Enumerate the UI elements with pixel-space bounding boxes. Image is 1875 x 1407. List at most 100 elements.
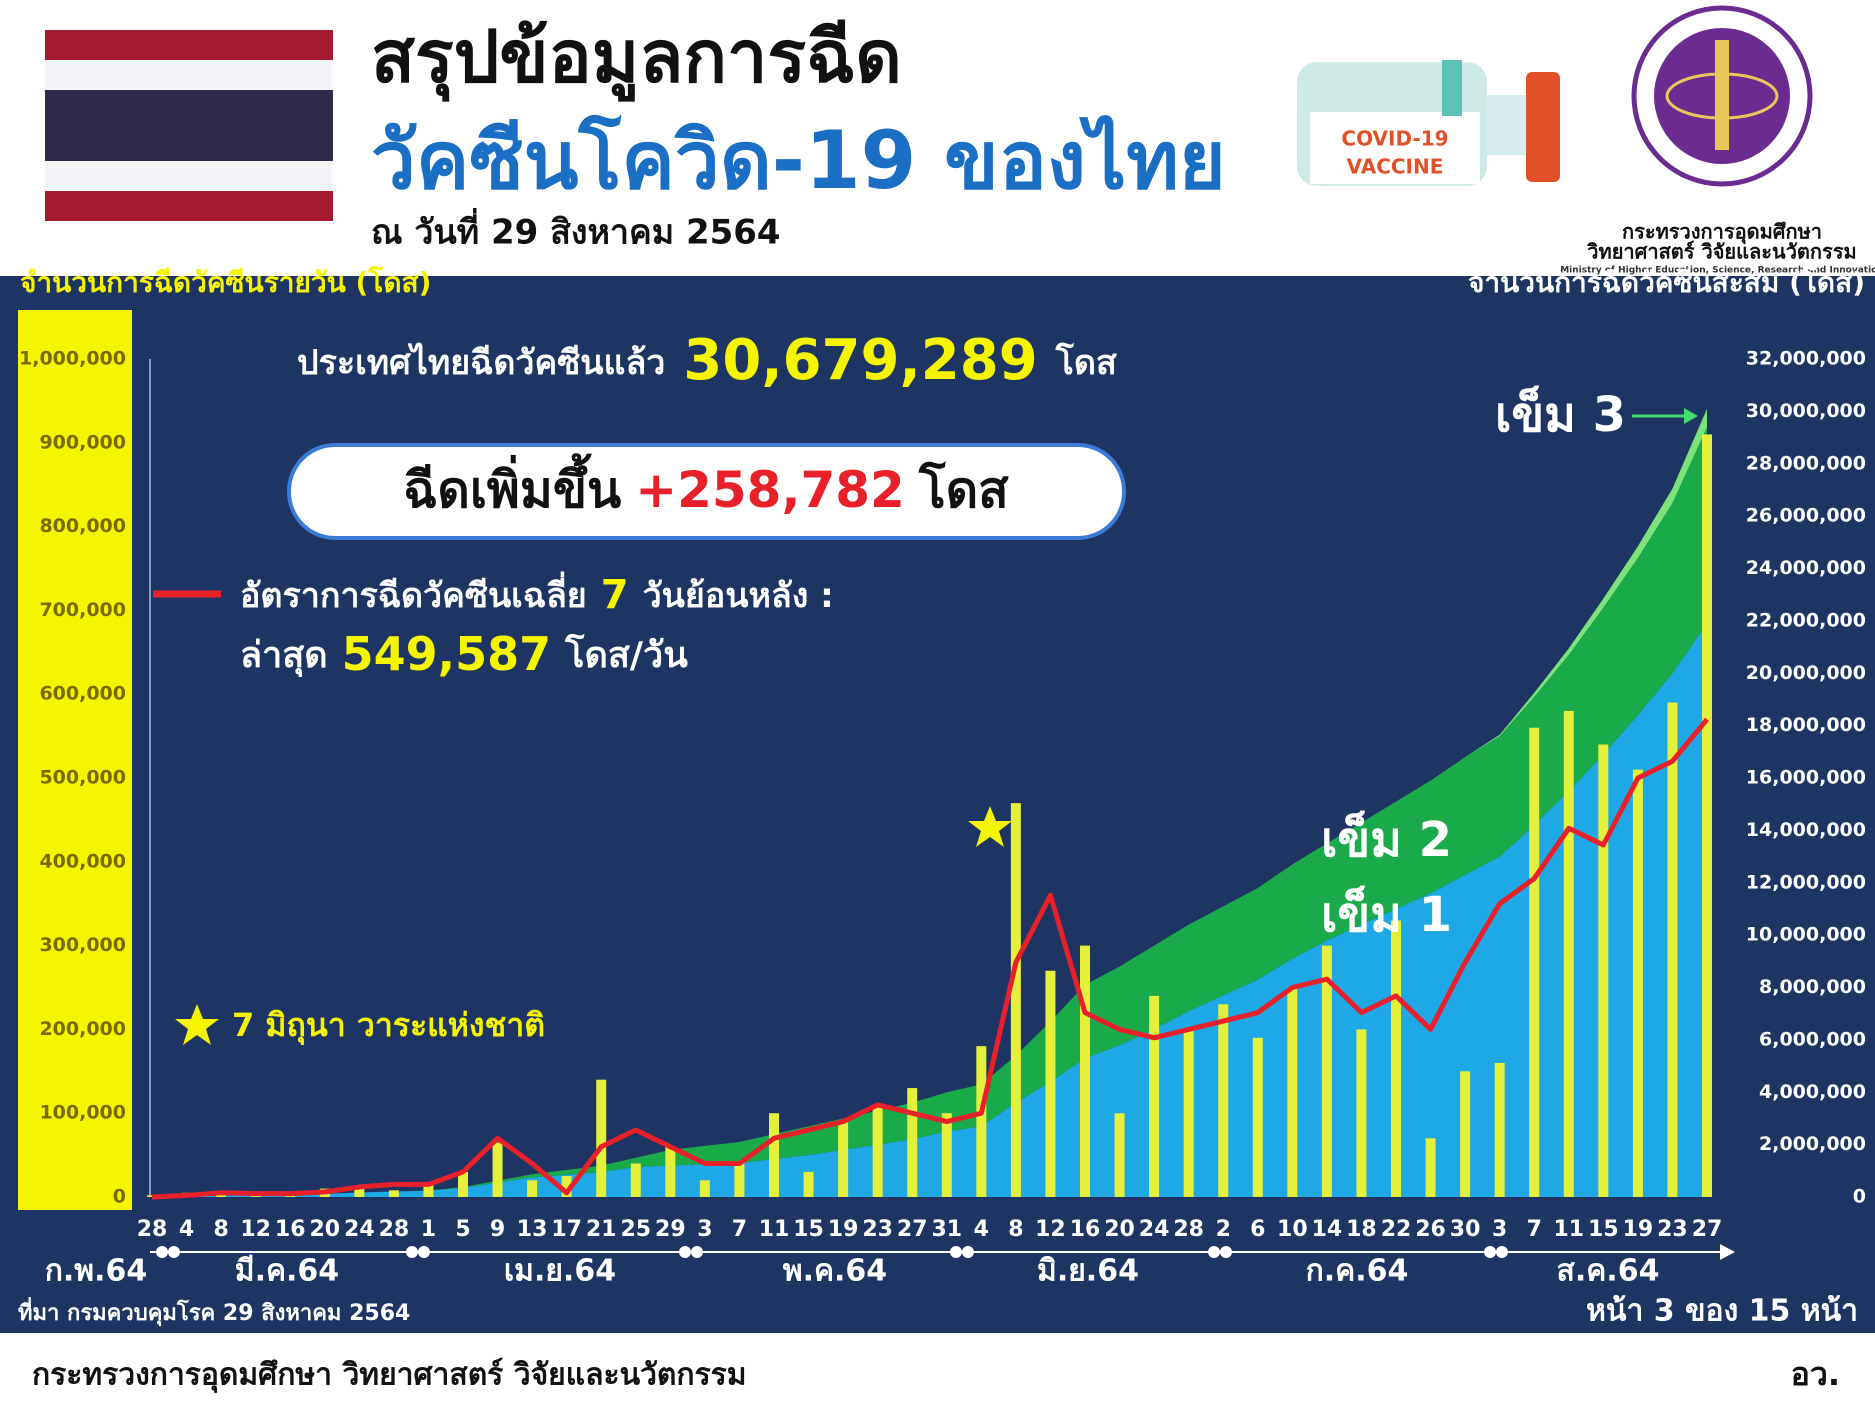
y2-tick-label: 22,000,000 (1746, 609, 1866, 631)
footer-ministry: กระทรวงการอุดมศึกษา วิทยาศาสตร์ วิจัยและ… (32, 1358, 747, 1394)
increase-prefix: ฉีดเพิ่มขึ้น (403, 453, 621, 519)
footer-abbr: อว. (1791, 1355, 1840, 1393)
x-tick-label: 4 (179, 1217, 194, 1242)
flag (45, 30, 333, 221)
month-axis-arrow (1720, 1244, 1735, 1260)
y-tick-label: 600,000 (39, 683, 126, 705)
bar (1598, 744, 1609, 1197)
bar (1218, 1004, 1229, 1197)
increase-unit: โดส (918, 460, 1009, 519)
bar (1252, 1037, 1263, 1197)
logo-text: กระทรวงการอุดมศึกษา (1622, 220, 1822, 245)
x-tick-label: 23 (1657, 1217, 1688, 1242)
x-tick-label: 3 (1492, 1217, 1507, 1242)
x-tick-label: 6 (1250, 1217, 1265, 1242)
bar (354, 1186, 365, 1197)
x-tick-label: 28 (137, 1217, 168, 1242)
increase-box (287, 443, 1126, 540)
left-axis-band (18, 310, 132, 1210)
increase-value: +258,782 (635, 461, 905, 519)
vaccine-label: COVID-19 (1341, 127, 1448, 151)
x-tick-label: 11 (1553, 1217, 1584, 1242)
latest-prefix: ล่าสุด (240, 635, 328, 678)
bar (596, 1079, 607, 1197)
average-days: 7 (601, 572, 629, 618)
x-tick-label: 25 (620, 1217, 651, 1242)
bar (527, 1180, 538, 1197)
x-tick-label: 30 (1450, 1217, 1481, 1242)
average-label: อัตราการฉีดวัคซีนเฉลี่ย (240, 571, 587, 616)
bar (699, 1180, 710, 1197)
y2-tick-label: 10,000,000 (1746, 924, 1866, 946)
x-tick-label: 20 (1104, 1217, 1135, 1242)
x-tick-label: 13 (517, 1217, 548, 1242)
bar (1287, 987, 1298, 1197)
y-axis-title: จำนวนการฉีดวัคซีนรายวัน (โดส) (20, 265, 431, 299)
y2-tick-label: 0 (1853, 1186, 1866, 1208)
vaccine-graphic: COVID-19 VACCINE (1297, 60, 1560, 186)
x-tick-label: 24 (344, 1217, 375, 1242)
logo-text: วิทยาศาสตร์ วิจัยและนวัตกรรม (1587, 240, 1857, 264)
bar (769, 1113, 779, 1197)
month-label: มี.ค.64 (235, 1254, 339, 1289)
y2-tick-label: 12,000,000 (1746, 871, 1866, 893)
x-tick-label: 8 (213, 1217, 228, 1242)
x-tick-label: 10 (1277, 1217, 1308, 1242)
x-tick-label: 29 (655, 1217, 686, 1242)
y2-tick-label: 24,000,000 (1746, 557, 1866, 579)
bar (492, 1142, 503, 1197)
bar (1529, 727, 1540, 1197)
page-number: หน้า 3 ของ 15 หน้า (1586, 1294, 1858, 1329)
logo-text: Ministry of Higher Education, Science, R… (1560, 266, 1875, 276)
bar (838, 1121, 849, 1197)
x-tick-label: 28 (379, 1217, 410, 1242)
total-text: ประเทศไทยฉีดวัคซีนแล้ว 30,679,289 โดส (297, 328, 1117, 393)
x-tick-label: 17 (551, 1217, 582, 1242)
month-label: ก.ค.64 (1306, 1254, 1409, 1289)
y2-tick-label: 6,000,000 (1759, 1028, 1866, 1050)
dose-label: เข็ม 3 (1495, 385, 1626, 443)
total-value: 30,679,289 (683, 328, 1037, 393)
month-separators (156, 1246, 1508, 1258)
date: ณ วันที่ 29 สิงหาคม 2564 (371, 208, 781, 253)
title-line2: วัคซีนโควิด-19 ของไทย (371, 113, 1226, 207)
bar (665, 1146, 676, 1197)
y2-tick-label: 2,000,000 (1759, 1133, 1866, 1155)
bar (1494, 1062, 1505, 1197)
x-tick-label: 24 (1139, 1217, 1170, 1242)
bar (1080, 945, 1090, 1197)
ministry-logo (1631, 5, 1813, 187)
total-unit: โดส (1055, 342, 1117, 383)
month-label: เม.ย.64 (504, 1254, 616, 1289)
bar (1460, 1071, 1471, 1197)
y-tick-label: 500,000 (39, 767, 126, 789)
bar (388, 1190, 399, 1197)
average-suffix: วันย้อนหลัง : (643, 576, 834, 616)
x-tick-label: 9 (490, 1217, 505, 1242)
y2-axis-title: จำนวนการฉีดวัคซีนสะสม (โดส) (1468, 265, 1865, 299)
star-note: 7 มิถุนา วาระแห่งชาติ (232, 1006, 545, 1046)
x-tick-label: 11 (759, 1217, 790, 1242)
x-tick-label: 4 (974, 1217, 989, 1242)
bar (872, 1104, 883, 1197)
dose-label: เข็ม 2 (1321, 810, 1452, 868)
x-tick-label: 8 (1008, 1217, 1023, 1242)
bar (1425, 1138, 1436, 1197)
x-tick-label: 31 (931, 1217, 962, 1242)
bar (1632, 769, 1643, 1197)
x-tick-label: 1 (421, 1217, 436, 1242)
bar (561, 1176, 572, 1197)
y2-tick-label: 26,000,000 (1746, 505, 1866, 527)
y2-tick-label: 28,000,000 (1746, 452, 1866, 474)
y-tick-label: 1,000,000 (19, 348, 126, 370)
y2-tick-label: 8,000,000 (1759, 976, 1866, 998)
bar (1149, 995, 1160, 1197)
y-tick-label: 300,000 (39, 934, 126, 956)
average-legend: อัตราการฉีดวัคซีนเฉลี่ย 7 วันย้อนหลัง : (240, 571, 834, 619)
dose-label: เข็ม 1 (1321, 885, 1452, 943)
y2-tick-label: 4,000,000 (1759, 1081, 1866, 1103)
x-tick-label: 27 (897, 1217, 928, 1242)
x-tick-label: 19 (1623, 1217, 1654, 1242)
y-tick-label: 700,000 (39, 599, 126, 621)
